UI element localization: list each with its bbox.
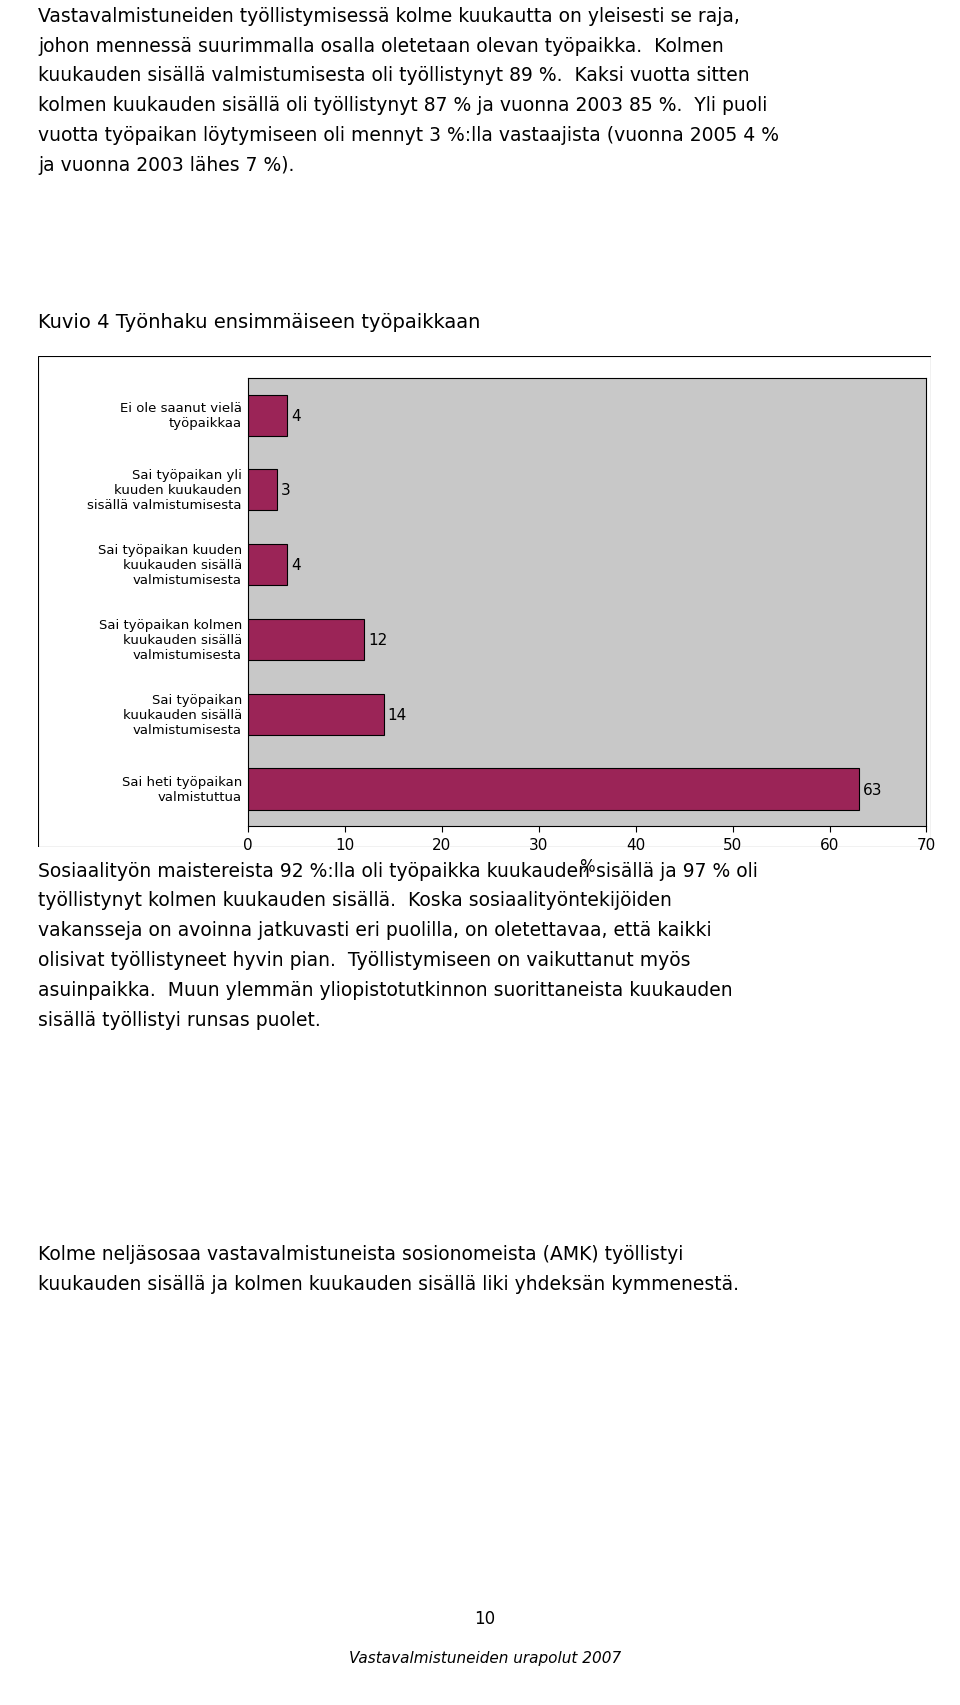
Bar [249, 619, 365, 660]
Text: Sai työpaikan kuuden
kuukauden sisällä
valmistumisesta: Sai työpaikan kuuden kuukauden sisällä v… [98, 544, 242, 587]
Text: Ei ole saanut vielä
työpaikkaa: Ei ole saanut vielä työpaikkaa [120, 402, 242, 430]
Text: 3: 3 [281, 483, 291, 498]
Bar [249, 694, 384, 735]
Bar [249, 546, 287, 587]
Text: Kuvio 4 Työnhaku ensimmäiseen työpaikkaan: Kuvio 4 Työnhaku ensimmäiseen työpaikkaa… [38, 312, 481, 332]
Text: Vastavalmistuneiden urapolut 2007: Vastavalmistuneiden urapolut 2007 [348, 1650, 621, 1666]
Bar [249, 396, 287, 436]
Bar [249, 471, 277, 512]
Text: 12: 12 [369, 633, 388, 648]
Text: 4: 4 [291, 409, 300, 423]
Text: Sai heti työpaikan
valmistuttua: Sai heti työpaikan valmistuttua [122, 776, 242, 803]
Text: Kolme neljäsosaa vastavalmistuneista sosionomeista (AMK) työllistyi
kuukauden si: Kolme neljäsosaa vastavalmistuneista sos… [38, 1245, 739, 1294]
Text: Sai työpaikan kolmen
kuukauden sisällä
valmistumisesta: Sai työpaikan kolmen kuukauden sisällä v… [99, 619, 242, 662]
Text: Sai työpaikan
kuukauden sisällä
valmistumisesta: Sai työpaikan kuukauden sisällä valmistu… [123, 694, 242, 737]
Text: Sosiaalityön maistereista 92 %:lla oli työpaikka kuukauden sisällä ja 97 % oli
t: Sosiaalityön maistereista 92 %:lla oli t… [38, 861, 758, 1028]
Text: 63: 63 [862, 783, 882, 796]
Text: Sai työpaikan yli
kuuden kuukauden
sisällä valmistumisesta: Sai työpaikan yli kuuden kuukauden sisäl… [87, 469, 242, 512]
Text: Vastavalmistuneiden työllistymisessä kolme kuukautta on yleisesti se raja,
johon: Vastavalmistuneiden työllistymisessä kol… [38, 7, 780, 174]
Text: 14: 14 [388, 708, 407, 723]
Bar [249, 769, 858, 810]
Text: 4: 4 [291, 558, 300, 573]
Text: 10: 10 [474, 1610, 495, 1628]
X-axis label: %: % [580, 858, 595, 876]
